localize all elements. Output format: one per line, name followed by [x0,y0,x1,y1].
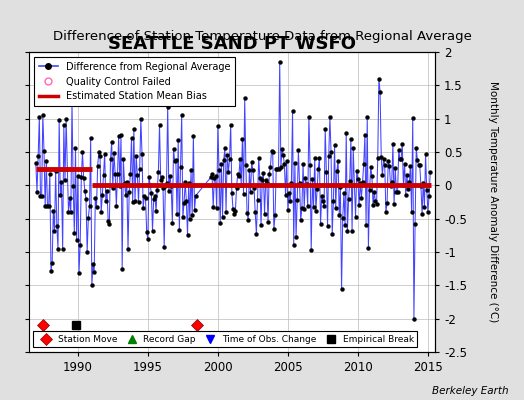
Text: Difference of Station Temperature Data from Regional Average: Difference of Station Temperature Data f… [52,30,472,43]
Y-axis label: Monthly Temperature Anomaly Difference (°C): Monthly Temperature Anomaly Difference (… [488,81,498,323]
Legend: Station Move, Record Gap, Time of Obs. Change, Empirical Break: Station Move, Record Gap, Time of Obs. C… [34,331,417,348]
Text: Berkeley Earth: Berkeley Earth [432,386,508,396]
Title: SEATTLE SAND PT WSFO: SEATTLE SAND PT WSFO [108,35,356,53]
